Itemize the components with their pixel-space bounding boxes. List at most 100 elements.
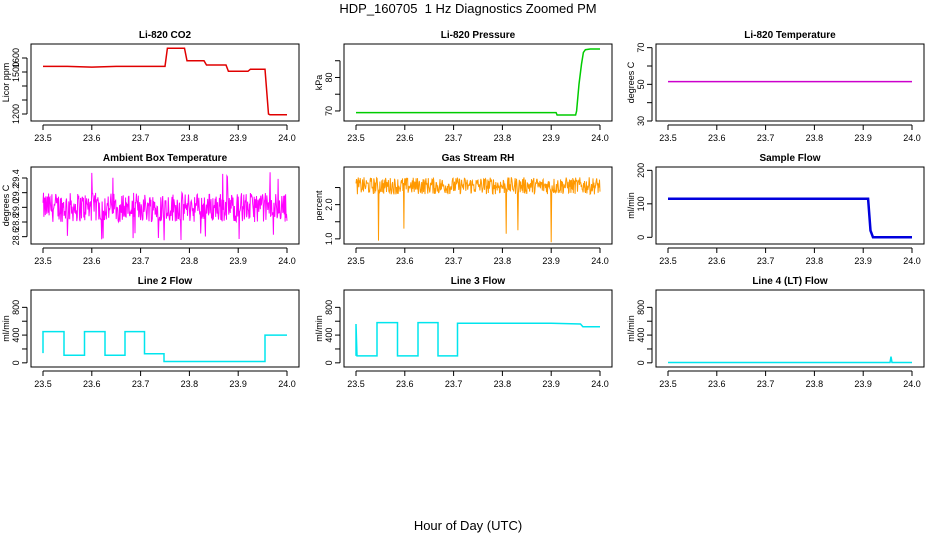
y-tick-label: 100 — [636, 196, 646, 211]
y-tick-label: 800 — [636, 300, 646, 315]
y-tick-label: 400 — [636, 328, 646, 343]
y-tick-label: 29.0 — [11, 199, 21, 217]
x-tick-label: 24.0 — [591, 133, 609, 143]
y-axis-label: percent — [314, 190, 324, 221]
plot-frame — [343, 289, 613, 368]
x-tick-label: 23.9 — [229, 133, 247, 143]
plot-frame — [343, 166, 613, 245]
x-tick-label: 24.0 — [591, 256, 609, 266]
y-tick-label: 0 — [636, 360, 646, 365]
x-tick-label: 23.9 — [542, 133, 560, 143]
x-tick-label: 24.0 — [903, 379, 921, 389]
x-tick-label: 23.7 — [445, 256, 463, 266]
series-line — [42, 330, 287, 363]
x-tick-label: 23.6 — [396, 133, 414, 143]
y-axis-label: degrees C — [1, 184, 11, 226]
chart-panel-9: Line 4 (LT) Flow 23.5 23.6 23.7 23.8 23.9 24.0… — [626, 276, 925, 389]
x-tick-label: 23.6 — [83, 133, 101, 143]
x-tick-label: 23.7 — [132, 256, 150, 266]
x-tick-label: 23.7 — [445, 133, 463, 143]
x-tick-label: 23.9 — [542, 379, 560, 389]
x-tick-label: 23.8 — [806, 256, 824, 266]
x-tick-label: 23.8 — [494, 379, 512, 389]
y-tick-label: 80 — [324, 72, 334, 82]
y-axis-label: Licor ppm — [1, 63, 11, 103]
series-line — [355, 321, 600, 357]
chart-panel-3: Li-820 Temperature 23.5 23.6 23.7 23.8 23.9 24… — [626, 30, 925, 143]
chart-panel-7: Line 2 Flow 23.5 23.6 23.7 23.8 23.9 24.0 0 400 8… — [1, 276, 300, 389]
plot-frame — [30, 166, 300, 245]
series-line — [355, 176, 601, 243]
y-axis-label: ml/min — [626, 315, 636, 342]
x-tick-label: 23.7 — [132, 133, 150, 143]
plot-frame — [30, 289, 300, 368]
plot-frame — [343, 43, 613, 122]
x-tick-label: 23.5 — [347, 133, 365, 143]
x-tick-label: 23.8 — [181, 256, 199, 266]
x-tick-label: 23.9 — [854, 133, 872, 143]
series-line — [42, 172, 288, 241]
y-tick-label: 30 — [636, 116, 646, 126]
x-tick-label: 23.7 — [757, 133, 775, 143]
x-tick-label: 23.9 — [854, 379, 872, 389]
y-axis-label: ml/min — [626, 192, 636, 219]
chart-title: Gas Stream RH — [442, 153, 515, 164]
series-line — [668, 197, 912, 239]
series-line — [43, 47, 287, 116]
chart-title: Li-820 CO2 — [139, 30, 192, 41]
x-tick-label: 23.5 — [347, 379, 365, 389]
y-tick-label: 200 — [636, 163, 646, 178]
chart-title: Sample Flow — [759, 153, 820, 164]
y-axis-label: kPa — [314, 75, 324, 91]
chart-panel-1: Li-820 CO2 23.5 23.6 23.7 23.8 23.9 24.0 1200 15… — [1, 30, 300, 143]
y-tick-label: 1.0 — [324, 233, 334, 246]
y-tick-label: 1600 — [11, 48, 21, 68]
x-tick-label: 23.7 — [132, 379, 150, 389]
chart-title: Line 4 (LT) Flow — [752, 276, 828, 287]
x-tick-label: 23.8 — [806, 379, 824, 389]
y-tick-label: 28.8 — [11, 213, 21, 231]
x-tick-label: 23.7 — [757, 379, 775, 389]
x-tick-label: 24.0 — [278, 379, 296, 389]
chart-panel-4: Ambient Box Temperature 23.5 23.6 23.7 23.8 2… — [1, 153, 300, 266]
x-tick-label: 23.9 — [542, 256, 560, 266]
x-tick-label: 23.8 — [806, 133, 824, 143]
x-tick-label: 23.5 — [659, 133, 677, 143]
x-tick-label: 23.5 — [34, 379, 52, 389]
x-tick-label: 23.5 — [347, 256, 365, 266]
y-tick-label: 800 — [324, 300, 334, 315]
chart-panel-5: Gas Stream RH 23.5 23.6 23.7 23.8 23.9 24.0 1.0… — [314, 153, 613, 266]
plot-frame — [655, 43, 925, 122]
y-tick-label: 0 — [11, 360, 21, 365]
y-tick-label: 29.4 — [11, 169, 21, 187]
y-tick-label: 70 — [324, 106, 334, 116]
x-tick-label: 24.0 — [278, 133, 296, 143]
y-tick-label: 2.0 — [324, 198, 334, 211]
series-line — [356, 48, 600, 116]
chart-title: Line 3 Flow — [451, 276, 506, 287]
chart-panel-6: Sample Flow 23.5 23.6 23.7 23.8 23.9 24.0 0 100 2… — [626, 153, 925, 266]
x-tick-label: 23.6 — [396, 256, 414, 266]
y-tick-label: 1500 — [11, 62, 21, 82]
x-tick-label: 23.9 — [854, 256, 872, 266]
x-tick-label: 23.8 — [181, 379, 199, 389]
x-tick-label: 23.8 — [494, 133, 512, 143]
y-tick-label: 800 — [11, 300, 21, 315]
chart-panel-8: Line 3 Flow 23.5 23.6 23.7 23.8 23.9 24.0 0 400 8… — [314, 276, 613, 389]
x-tick-label: 23.6 — [708, 133, 726, 143]
y-tick-label: 28.6 — [11, 228, 21, 246]
chart-title: Line 2 Flow — [138, 276, 193, 287]
x-tick-label: 24.0 — [903, 256, 921, 266]
plot-frame — [655, 166, 925, 245]
y-axis-label: ml/min — [1, 315, 11, 342]
x-tick-label: 23.5 — [34, 256, 52, 266]
chart-title: Ambient Box Temperature — [103, 153, 228, 164]
x-tick-label: 23.9 — [229, 256, 247, 266]
chart-title: Li-820 Pressure — [441, 30, 516, 41]
y-axis-label: ml/min — [314, 315, 324, 342]
y-tick-label: 50 — [636, 79, 646, 89]
plot-frame — [30, 43, 300, 122]
figure-x-axis-label: Hour of Day (UTC) — [413, 518, 523, 533]
y-tick-label: 0 — [324, 360, 334, 365]
y-tick-label: 70 — [636, 43, 646, 53]
